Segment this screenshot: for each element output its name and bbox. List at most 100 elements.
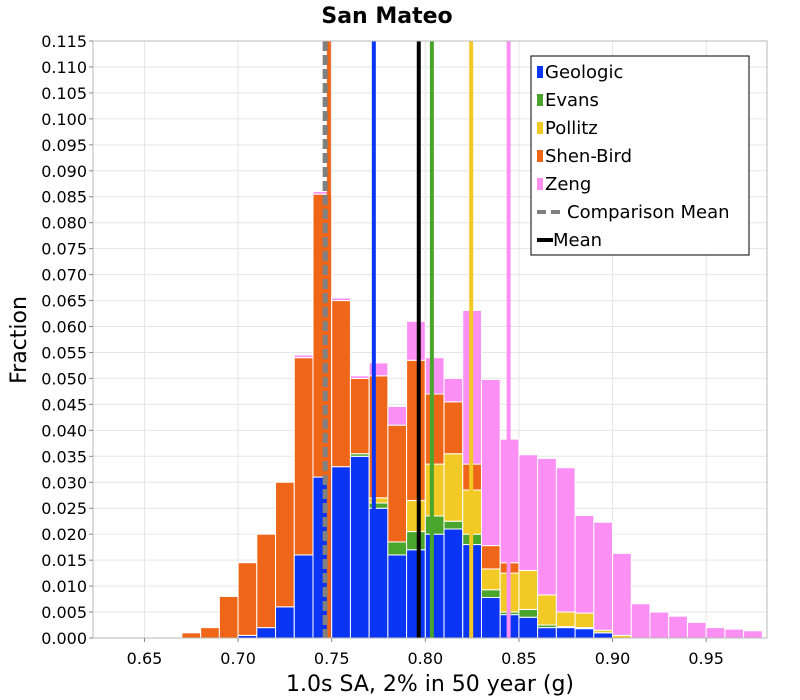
x-axis-ticks: 0.65 0.70 0.75 0.80 0.85 0.90 0.95 xyxy=(127,638,724,668)
x-axis-label: 1.0s SA, 2% in 50 year (g) xyxy=(286,672,574,697)
bar-shen-bird xyxy=(349,377,370,455)
bar-zeng xyxy=(293,354,314,359)
y-tick-label: 0.075 xyxy=(41,240,87,259)
bar-geologic xyxy=(424,533,445,639)
bar-zeng xyxy=(724,628,745,639)
bar-geologic xyxy=(256,627,277,639)
legend-swatch-shen-bird xyxy=(537,150,543,162)
y-tick-label: 0.015 xyxy=(41,551,87,570)
bar-zeng xyxy=(593,521,614,631)
legend-label-shen-bird: Shen-Bird xyxy=(545,146,632,167)
chart-title: San Mateo xyxy=(321,4,452,29)
legend-label-geologic: Geologic xyxy=(545,62,623,83)
bar-evans xyxy=(443,520,464,530)
bar-zeng xyxy=(612,552,632,636)
bar-zeng xyxy=(518,454,539,572)
bar-pollitz xyxy=(537,594,557,626)
bar-zeng xyxy=(686,621,707,639)
x-tick-label: 0.85 xyxy=(501,649,537,668)
bar-geologic xyxy=(275,606,295,639)
y-tick-label: 0.110 xyxy=(41,58,87,77)
legend: Geologic Evans Pollitz Shen-Bird Zeng Compari… xyxy=(530,55,750,256)
bar-pollitz xyxy=(480,568,501,591)
bar-geologic xyxy=(349,455,370,639)
y-tick-label: 0.035 xyxy=(41,447,87,466)
bar-pollitz xyxy=(443,453,464,522)
y-tick-label: 0.025 xyxy=(41,499,87,518)
y-tick-label: 0.090 xyxy=(41,162,87,181)
bar-zeng xyxy=(480,378,501,547)
bar-geologic xyxy=(443,528,464,639)
legend-label-pollitz: Pollitz xyxy=(545,118,598,139)
x-tick-label: 0.75 xyxy=(314,649,350,668)
bar-zeng xyxy=(630,603,651,639)
bar-zeng xyxy=(406,320,426,361)
legend-label-comparison-mean: Comparison Mean xyxy=(567,202,730,223)
legend-swatch-geologic xyxy=(537,66,543,78)
x-tick-label: 0.65 xyxy=(127,649,163,668)
bar-shen-bird xyxy=(200,627,220,639)
bar-shen-bird xyxy=(331,300,351,468)
y-tick-label: 0.010 xyxy=(41,577,87,596)
bar-pollitz xyxy=(406,499,426,533)
bar-zeng xyxy=(668,615,688,639)
y-tick-label: 0.095 xyxy=(41,136,87,155)
legend-label-evans: Evans xyxy=(545,90,599,111)
y-tick-label: 0.115 xyxy=(41,32,87,51)
bar-evans xyxy=(518,608,539,618)
mean-lines xyxy=(322,41,511,638)
bar-geologic xyxy=(331,466,351,639)
x-tick-label: 0.90 xyxy=(595,649,631,668)
bar-zeng xyxy=(387,405,408,426)
x-tick-label: 0.70 xyxy=(220,649,256,668)
bar-shen-bird xyxy=(275,481,295,608)
y-tick-label: 0.040 xyxy=(41,421,87,440)
y-tick-label: 0.100 xyxy=(41,110,87,129)
bar-geologic xyxy=(406,549,426,639)
y-tick-label: 0.070 xyxy=(41,266,87,285)
y-tick-label: 0.045 xyxy=(41,395,87,414)
bar-geologic xyxy=(593,632,614,639)
y-tick-label: 0.020 xyxy=(41,525,87,544)
legend-box xyxy=(530,55,750,256)
bar-shen-bird xyxy=(256,533,277,629)
y-tick-label: 0.065 xyxy=(41,292,87,311)
y-tick-label: 0.000 xyxy=(41,629,87,648)
bar-shen-bird xyxy=(218,595,239,639)
bar-shen-bird xyxy=(181,632,202,639)
bar-zeng xyxy=(424,357,445,395)
x-tick-label: 0.80 xyxy=(408,649,444,668)
bar-shen-bird xyxy=(443,401,464,455)
y-tick-label: 0.105 xyxy=(41,84,87,103)
bar-geologic xyxy=(555,627,576,639)
bar-evans xyxy=(424,515,445,535)
y-tick-label: 0.050 xyxy=(41,369,87,388)
y-tick-label: 0.055 xyxy=(41,343,87,362)
y-axis-ticks: 0.000 0.005 0.010 0.015 0.020 0.025 0.030 0.035… xyxy=(41,32,93,648)
bar-zeng xyxy=(649,611,670,639)
bar-shen-bird xyxy=(480,545,501,570)
bar-zeng xyxy=(331,297,351,302)
bar-zeng xyxy=(743,630,763,639)
y-axis-label: Fraction xyxy=(7,296,32,384)
bar-zeng xyxy=(705,627,726,639)
bar-geologic xyxy=(574,628,595,639)
bar-shen-bird xyxy=(387,424,408,543)
bar-evans xyxy=(406,531,426,551)
bar-geologic xyxy=(387,554,408,639)
bar-shen-bird xyxy=(406,359,426,501)
bar-zeng xyxy=(349,375,370,379)
bar-geologic xyxy=(518,616,539,639)
bar-pollitz xyxy=(518,570,539,610)
bar-pollitz xyxy=(574,612,595,629)
bar-zeng xyxy=(443,377,464,403)
legend-label-zeng: Zeng xyxy=(545,174,591,195)
bar-pollitz xyxy=(555,611,576,628)
y-tick-label: 0.030 xyxy=(41,473,87,492)
legend-swatch-zeng xyxy=(537,178,543,190)
bar-zeng xyxy=(312,191,333,195)
bar-evans xyxy=(480,589,501,599)
bar-pollitz xyxy=(424,463,445,517)
bar-geologic xyxy=(293,554,314,639)
